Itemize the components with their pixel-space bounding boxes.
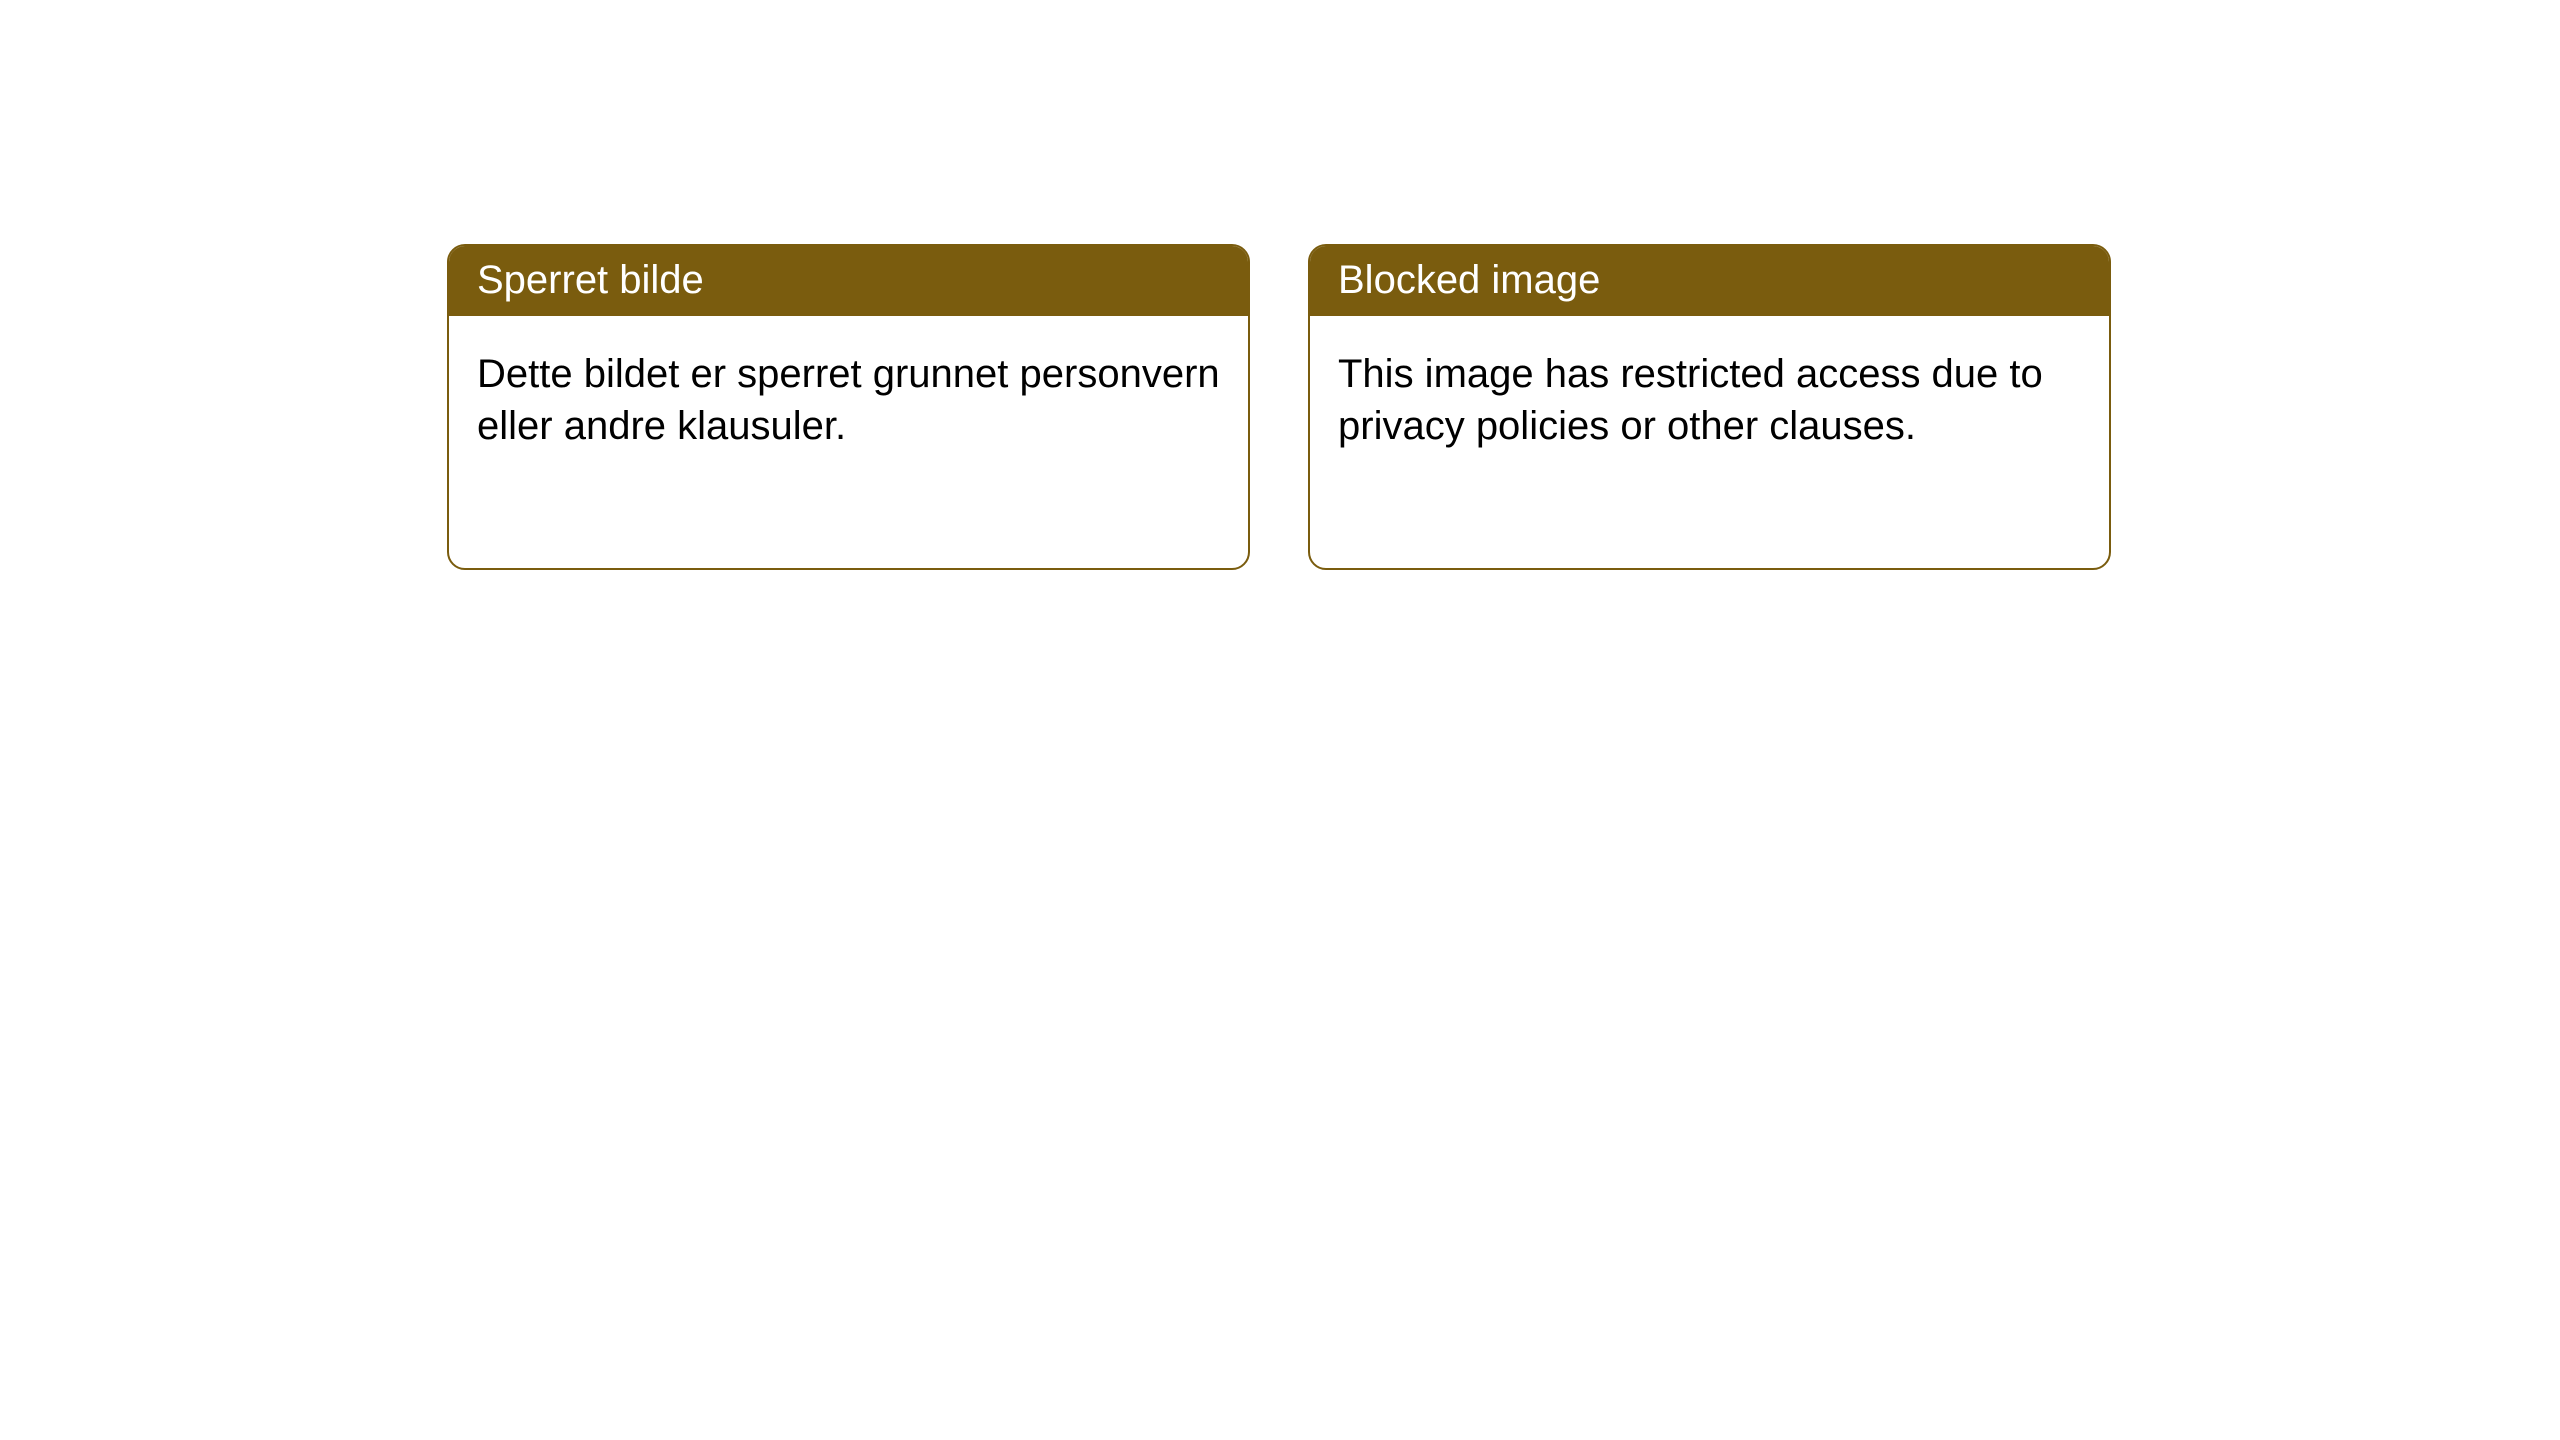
notice-cards-container: Sperret bilde Dette bildet er sperret gr…: [447, 244, 2111, 570]
blocked-image-card-english: Blocked image This image has restricted …: [1308, 244, 2111, 570]
card-body-text: This image has restricted access due to …: [1310, 316, 2109, 568]
card-title: Sperret bilde: [449, 246, 1248, 316]
card-title: Blocked image: [1310, 246, 2109, 316]
blocked-image-card-norwegian: Sperret bilde Dette bildet er sperret gr…: [447, 244, 1250, 570]
card-body-text: Dette bildet er sperret grunnet personve…: [449, 316, 1248, 568]
